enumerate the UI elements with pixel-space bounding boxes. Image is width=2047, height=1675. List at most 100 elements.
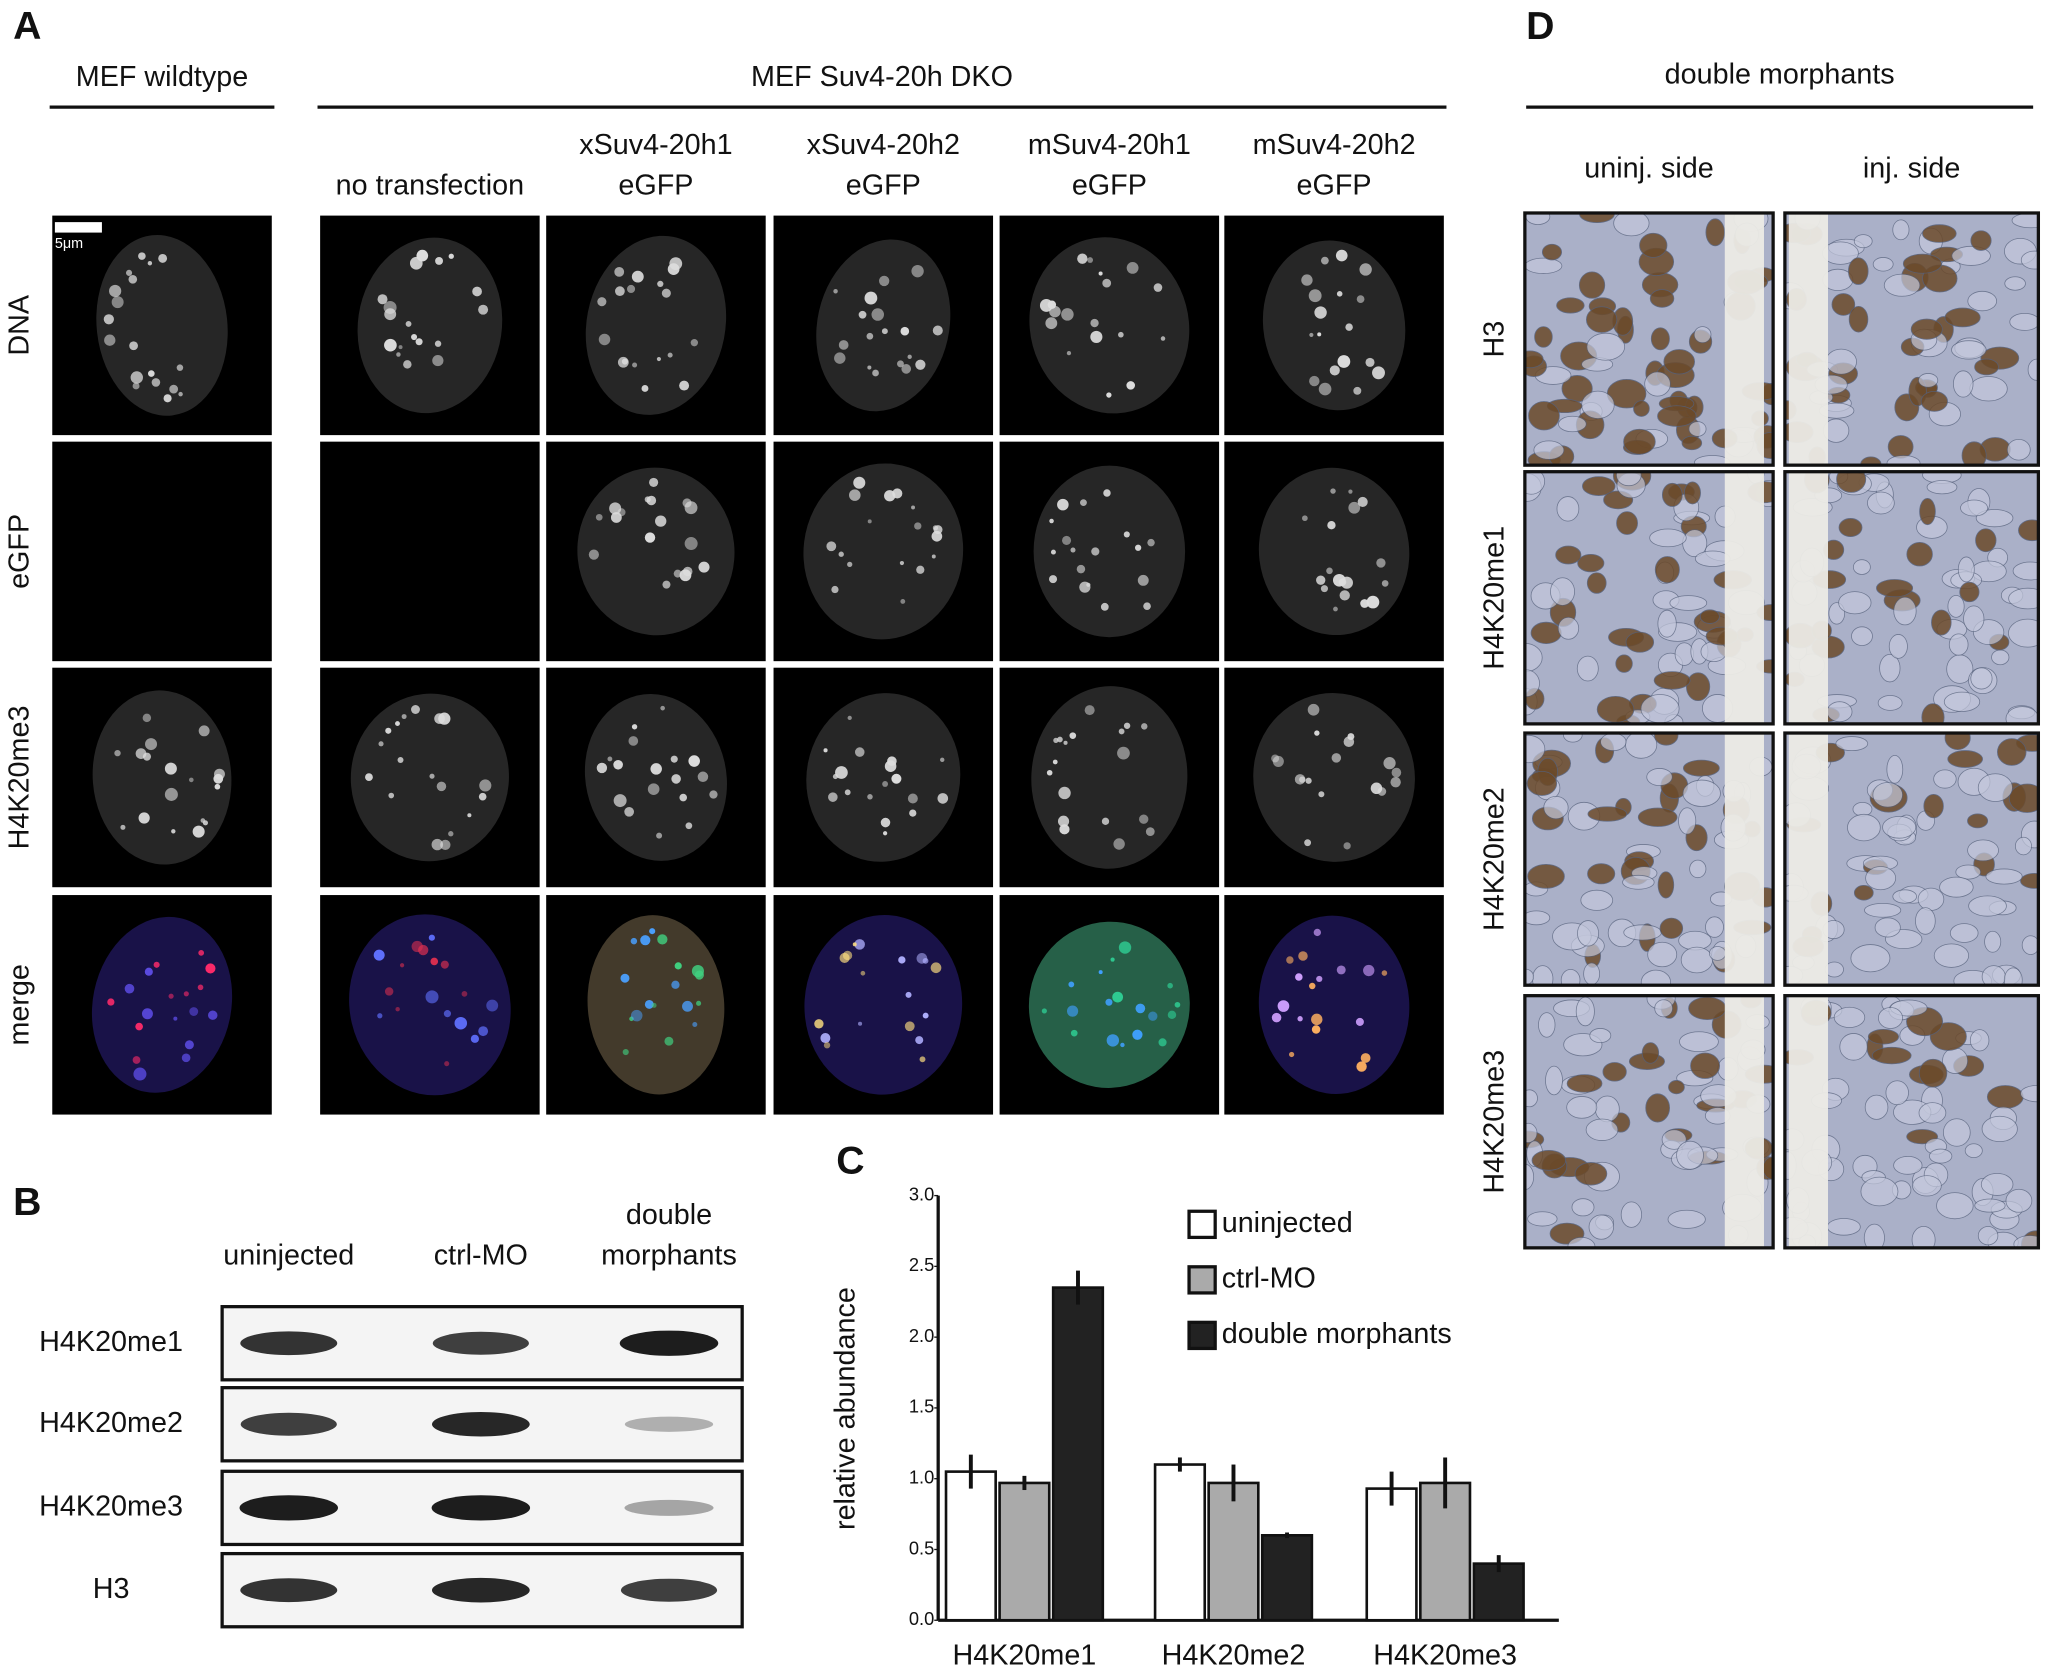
cell — [1679, 1031, 1719, 1053]
focus — [130, 371, 143, 384]
focus — [1355, 1017, 1364, 1026]
focus — [1091, 547, 1100, 556]
focus — [899, 560, 905, 566]
cell — [1918, 373, 1939, 388]
cell — [1649, 528, 1687, 548]
cell — [1949, 923, 1979, 943]
cell — [1879, 654, 1901, 683]
lumen — [1724, 733, 1764, 986]
legend-label: double morphants — [1222, 1318, 1452, 1350]
focus — [647, 783, 660, 795]
focus — [860, 970, 866, 976]
cell — [1681, 435, 1703, 451]
cell — [1826, 701, 1853, 723]
focus — [1329, 365, 1340, 376]
scale-bar-label: 5μm — [55, 236, 83, 252]
focus — [1304, 839, 1312, 847]
focus — [384, 308, 397, 321]
cell — [1587, 806, 1628, 822]
cell — [1613, 212, 1650, 237]
focus — [831, 585, 839, 594]
cell — [1886, 455, 1921, 466]
cell — [1527, 1211, 1558, 1227]
blot-band — [240, 1578, 338, 1603]
cell — [2018, 519, 2039, 542]
focus — [188, 777, 194, 783]
cell — [1578, 271, 1606, 299]
focus — [1110, 957, 1115, 962]
cell — [1682, 759, 1720, 777]
cell — [1667, 1209, 1706, 1229]
focus — [932, 325, 943, 336]
focus — [614, 266, 625, 277]
cell — [1575, 996, 1595, 1027]
nucleus — [1033, 465, 1186, 638]
focus — [168, 993, 174, 999]
focus — [1148, 1011, 1158, 1021]
focus — [1047, 300, 1057, 309]
focus — [1308, 289, 1322, 303]
focus — [709, 790, 718, 799]
y-tick-label: 3.0 — [909, 1183, 934, 1204]
nucleus — [349, 914, 511, 1096]
focus — [1158, 1038, 1167, 1047]
focus — [135, 748, 147, 759]
focus — [1390, 776, 1401, 788]
cell — [1676, 1140, 1704, 1170]
focus — [1062, 535, 1072, 546]
cell — [1644, 371, 1671, 397]
focus — [1347, 733, 1355, 741]
cell — [1583, 962, 1601, 986]
cell — [1623, 428, 1656, 455]
focus — [1297, 1016, 1303, 1022]
cell — [1872, 257, 1894, 272]
cell — [1633, 400, 1650, 417]
blot-band — [431, 1577, 530, 1603]
cell — [1678, 807, 1697, 835]
focus — [1383, 757, 1396, 770]
nucleus — [803, 463, 964, 640]
focus — [644, 999, 654, 1009]
column-label: inj. side — [1863, 152, 1960, 184]
histology — [1524, 733, 1774, 986]
focus — [1381, 970, 1388, 976]
focus — [657, 280, 664, 288]
cell — [1839, 1033, 1868, 1061]
cell — [1977, 1226, 1999, 1246]
focus — [1318, 382, 1332, 396]
focus — [133, 1067, 147, 1081]
focus — [844, 789, 851, 796]
nucleus — [92, 690, 232, 865]
blot-band — [239, 1495, 339, 1521]
focus — [858, 310, 867, 319]
legend-label: ctrl-MO — [1222, 1262, 1316, 1294]
focus — [409, 256, 423, 270]
focus — [114, 749, 121, 757]
cell — [1886, 754, 1904, 784]
nucleus — [91, 916, 233, 1093]
cell — [1893, 596, 1917, 626]
cell — [1833, 1006, 1866, 1028]
cell — [1970, 667, 1993, 690]
focus — [854, 939, 865, 950]
focus — [405, 321, 412, 327]
focus — [907, 793, 918, 804]
focus — [171, 829, 176, 834]
cell — [1919, 497, 1936, 526]
cell — [1525, 212, 1551, 225]
y-tick-label: 0.0 — [909, 1608, 934, 1629]
frame — [1523, 211, 1775, 467]
focus — [651, 1002, 657, 1008]
cell — [1848, 305, 1869, 333]
cell — [1926, 480, 1958, 495]
focus — [1360, 1053, 1371, 1063]
focus — [1314, 306, 1327, 319]
focus — [613, 759, 623, 770]
cell — [1936, 1192, 1974, 1220]
frame — [1783, 994, 2041, 1250]
focus — [1376, 558, 1386, 568]
focus — [915, 1036, 924, 1045]
focus — [1343, 842, 1351, 850]
focus — [1339, 590, 1350, 601]
